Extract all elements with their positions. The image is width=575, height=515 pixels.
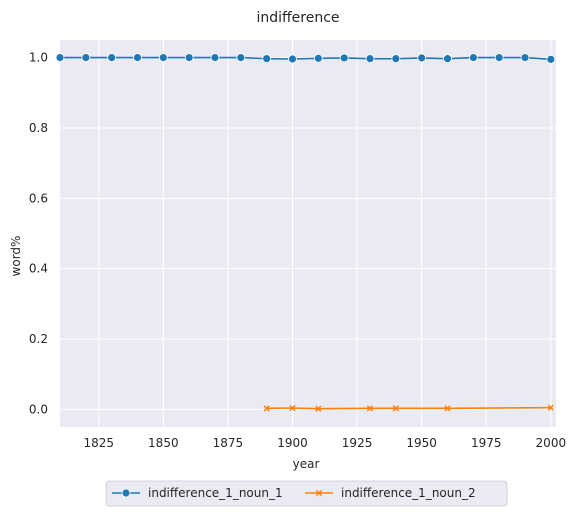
data-point — [236, 53, 246, 62]
x-tick-label: 1825 — [83, 436, 114, 450]
legend-marker — [315, 489, 323, 497]
legend-item: indifference_1_noun_1 — [112, 486, 283, 500]
x-tick-label: 2000 — [536, 436, 567, 450]
chart-title: indifference — [256, 10, 339, 26]
series-indifference_1_noun_1 — [55, 53, 556, 64]
x-tick-label: 1850 — [148, 436, 179, 450]
data-point — [417, 53, 427, 63]
x-axis-label: year — [293, 457, 320, 471]
data-point — [444, 405, 451, 412]
data-point — [443, 54, 452, 64]
legend-marker — [121, 488, 131, 498]
legend-label: indifference_1_noun_1 — [148, 486, 283, 500]
data-point — [55, 53, 65, 62]
series-indifference_1_noun_2 — [263, 404, 554, 412]
series-line — [266, 406, 551, 410]
data-point — [520, 53, 530, 62]
y-axis-label: word% — [9, 236, 23, 277]
y-axis-ticks: 0.0 0.2 0.4 0.6 0.8 1.0 — [29, 51, 48, 417]
y-tick-label: 0.6 — [29, 191, 48, 205]
data-point — [365, 54, 375, 64]
data-point — [263, 405, 270, 412]
legend-label: indifference_1_noun_2 — [341, 486, 476, 500]
series-layer — [55, 53, 556, 412]
data-point — [210, 53, 220, 62]
data-point — [392, 405, 399, 412]
data-point — [184, 53, 194, 62]
data-point — [133, 53, 142, 62]
data-point — [547, 404, 554, 411]
data-point — [391, 54, 401, 64]
data-point — [366, 405, 374, 412]
data-point — [546, 54, 556, 64]
data-point — [315, 405, 322, 412]
data-point — [81, 53, 91, 62]
data-point — [107, 53, 117, 62]
y-tick-label: 0.4 — [29, 262, 48, 276]
plot-area — [60, 40, 556, 427]
x-tick-label: 1875 — [213, 436, 244, 450]
data-point — [313, 53, 323, 63]
data-point — [289, 404, 296, 412]
y-tick-label: 0.2 — [29, 332, 48, 346]
y-tick-label: 1.0 — [29, 51, 48, 65]
data-point — [288, 54, 297, 64]
y-tick-label: 0.8 — [29, 121, 48, 135]
x-tick-label: 1925 — [342, 436, 373, 450]
x-tick-label: 1975 — [471, 436, 502, 450]
data-point — [468, 53, 478, 62]
x-tick-label: 1950 — [406, 436, 437, 450]
data-point — [339, 53, 349, 63]
x-tick-label: 1900 — [277, 436, 308, 450]
data-point — [494, 53, 504, 62]
legend: indifference_1_noun_1 indifference_1_noun… — [105, 480, 508, 507]
x-axis-ticks: 1825 1850 1875 1900 1925 1950 1975 2000 — [83, 436, 566, 450]
data-point — [262, 54, 272, 64]
y-tick-label: 0.0 — [29, 402, 48, 416]
data-point — [158, 53, 168, 62]
legend-item: indifference_1_noun_2 — [305, 486, 476, 500]
